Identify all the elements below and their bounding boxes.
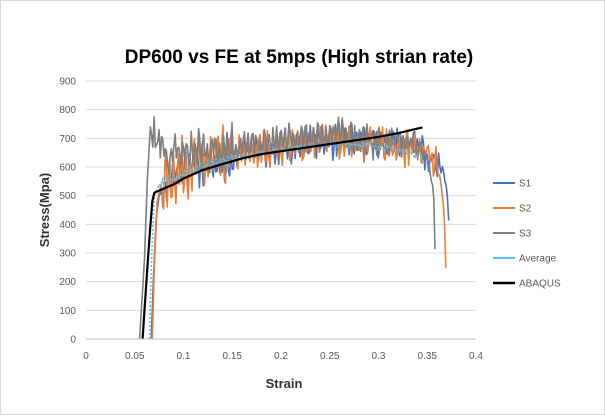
x-tick-label: 0.1	[177, 351, 191, 362]
y-tick-label: 700	[59, 134, 76, 145]
x-tick-label: 0.25	[320, 351, 340, 362]
chart-title: DP600 vs FE at 5mps (High strian rate)	[125, 47, 473, 68]
legend-label-s3: S3	[519, 229, 532, 240]
legend-label-average: Average	[519, 254, 557, 265]
y-tick-label: 800	[59, 105, 76, 116]
y-axis-title: Stress(Mpa)	[37, 173, 52, 247]
x-tick-label: 0.35	[418, 351, 438, 362]
x-tick-label: 0.2	[274, 351, 288, 362]
axes: 0 100 200 300 400 500 600 700 800 900 0 0.05 0.1 0.15…	[59, 77, 483, 363]
y-tick-label: 200	[59, 277, 76, 288]
series-line-abaqus	[141, 126, 423, 340]
legend-label-abaqus: ABAQUS	[519, 279, 561, 290]
legend-label-s1: S1	[519, 179, 532, 190]
series-line-average	[148, 139, 428, 340]
y-tick-label: 900	[59, 77, 76, 88]
y-tick-label: 400	[59, 220, 76, 231]
legend-label-s2: S2	[519, 204, 532, 215]
plot-series	[138, 116, 450, 340]
x-tick-label: 0.05	[125, 351, 145, 362]
x-tick-label: 0.3	[372, 351, 386, 362]
legend: S1 S2 S3 Average ABAQUS	[493, 179, 561, 290]
x-tick-label: 0	[83, 351, 89, 362]
x-axis-title: Strain	[266, 376, 303, 391]
y-tick-label: 500	[59, 191, 76, 202]
y-tick-label: 100	[59, 306, 76, 317]
y-tick-label: 0	[70, 335, 76, 346]
x-tick-label: 0.4	[469, 351, 483, 362]
y-tick-label: 300	[59, 249, 76, 260]
x-tick-label: 0.15	[223, 351, 243, 362]
y-tick-label: 600	[59, 163, 76, 174]
